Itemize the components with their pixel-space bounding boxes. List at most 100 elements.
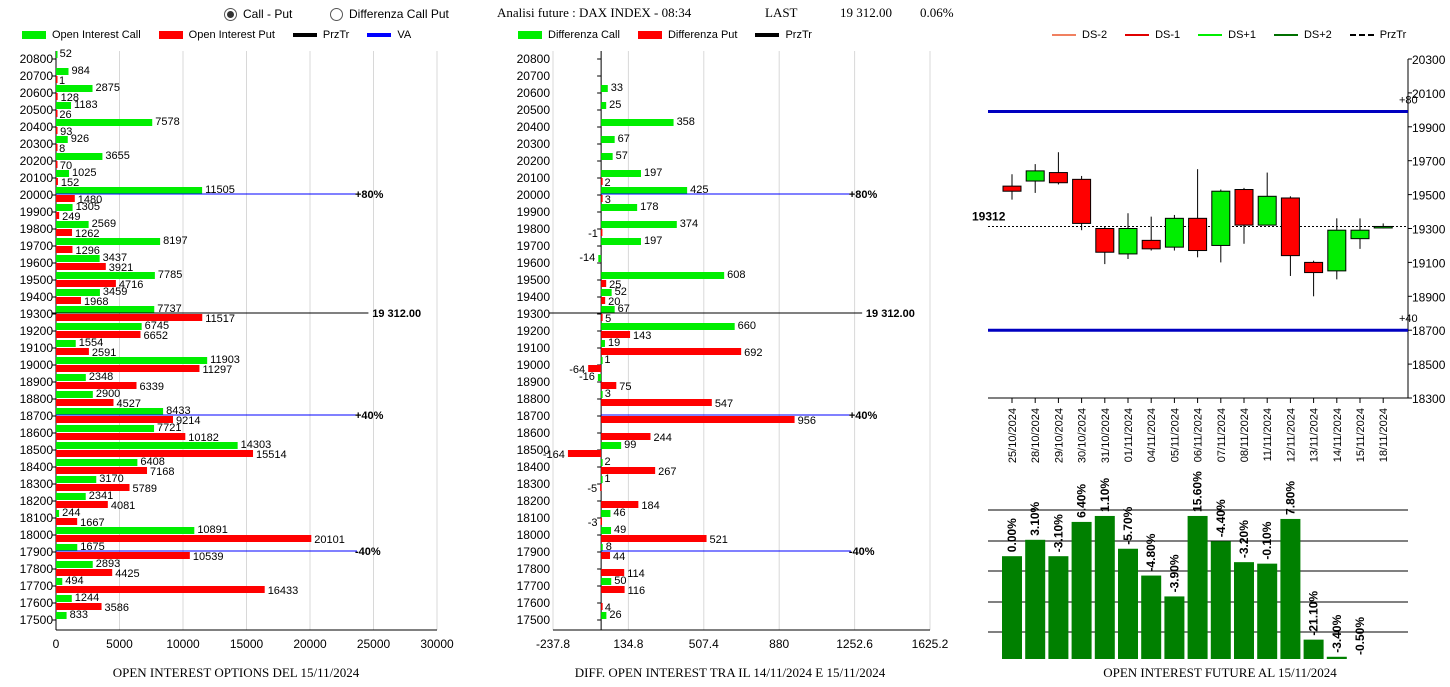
put-value-label: 25: [609, 279, 621, 291]
put-bar: [600, 518, 603, 525]
candle-body: [1373, 225, 1393, 229]
date-label: 30/10/2024: [1077, 408, 1089, 463]
strike-label: 17900: [517, 545, 551, 559]
put-bar: [56, 569, 113, 576]
strike-label: 18700: [20, 409, 54, 423]
put-bar: [56, 433, 186, 440]
call-bar: [601, 102, 607, 109]
strike-label: 17800: [20, 562, 54, 576]
put-value-label: 4081: [111, 500, 135, 512]
put-value-label: 956: [798, 415, 816, 427]
put-bar: [56, 331, 141, 338]
call-value-label: 2900: [96, 388, 120, 400]
put-bar: [601, 314, 603, 321]
strike-label: 17700: [20, 579, 54, 593]
legend-swatch: [518, 31, 542, 39]
candle-body: [1095, 228, 1115, 253]
put-bar: [56, 93, 58, 100]
candle-body: [1164, 217, 1184, 248]
legend-label: DS-1: [1155, 29, 1181, 41]
call-value-label: 2569: [92, 218, 116, 230]
strike-label: 19700: [517, 239, 551, 253]
call-value-label: 7785: [158, 269, 182, 281]
y-tick-label: 19700: [1412, 155, 1446, 169]
call-value-label: 14303: [241, 439, 272, 451]
call-value-label: 425: [690, 184, 708, 196]
strike-label: 20000: [20, 188, 54, 202]
oi-value-label: -0.50%: [1353, 617, 1367, 655]
x-tick-label: 880: [769, 637, 789, 651]
put-bar: [56, 348, 89, 355]
va-line-label: +80%: [355, 189, 384, 201]
strike-label: 20000: [517, 188, 551, 202]
strike-label: 17500: [20, 613, 54, 627]
legend-label: Differenza Call: [548, 29, 620, 41]
strike-label: 19400: [517, 290, 551, 304]
put-value-label: 20101: [314, 534, 345, 546]
legend-item: Differenza Call: [518, 29, 620, 41]
strike-label: 19200: [20, 324, 54, 338]
call-value-label: 7737: [157, 303, 181, 315]
last-pct: 0.06%: [920, 5, 954, 20]
put-value-label: 1968: [84, 296, 108, 308]
put-bar: [56, 76, 58, 83]
put-bar: [56, 501, 108, 508]
radio-call-put[interactable]: Call - Put: [224, 7, 292, 21]
call-bar: [601, 510, 611, 517]
put-value-label: 10182: [188, 432, 219, 444]
strike-label: 20100: [517, 171, 551, 185]
call-value-label: 2: [605, 456, 611, 468]
x-tick-label: 25000: [357, 637, 391, 651]
call-bar: [601, 459, 603, 466]
oi-value-label: 7.80%: [1283, 481, 1297, 515]
legend-item: PrzTr: [292, 29, 349, 41]
call-bar: [56, 510, 60, 517]
put-value-label: 4716: [119, 279, 143, 291]
radio-differenza[interactable]: Differenza Call Put: [330, 7, 449, 21]
strike-label: 18400: [20, 460, 54, 474]
strike-label: 20300: [517, 137, 551, 151]
put-value-label: 1262: [75, 228, 99, 240]
oi-bar: [1094, 515, 1115, 659]
strike-label: 19200: [517, 324, 551, 338]
call-value-label: 52: [615, 286, 627, 298]
call-value-label: 1554: [79, 337, 103, 349]
call-bar: [601, 221, 677, 228]
call-bar: [598, 255, 602, 262]
strike-label: 18300: [20, 477, 54, 491]
band-line-label: +40: [1399, 313, 1418, 325]
candle-body: [1257, 195, 1277, 226]
call-value-label: 926: [71, 133, 89, 145]
call-value-label: 2875: [96, 82, 120, 94]
call-bar: [56, 527, 195, 534]
call-value-label: 52: [60, 48, 72, 60]
call-value-label: 49: [614, 524, 626, 536]
put-value-label: -3: [588, 517, 598, 529]
candle-body: [1350, 229, 1370, 240]
put-bar: [56, 365, 200, 372]
strike-label: 19300: [517, 307, 551, 321]
strike-label: 20700: [20, 69, 54, 83]
put-bar: [56, 450, 254, 457]
oi-bar: [1141, 575, 1162, 659]
call-bar: [56, 51, 58, 58]
date-label: 31/10/2024: [1100, 408, 1112, 463]
call-bar: [56, 119, 153, 126]
put-value-label: 5: [605, 313, 611, 325]
legend-swatch: [367, 33, 392, 37]
y-tick-label: 18900: [1412, 290, 1446, 304]
put-value-label: -1: [588, 228, 598, 240]
strike-label: 20200: [517, 154, 551, 168]
put-bar: [56, 314, 203, 321]
legend-swatch: [158, 31, 183, 39]
put-value-label: -164: [543, 449, 565, 461]
put-bar: [56, 246, 73, 253]
call-value-label: 178: [640, 201, 658, 213]
oi-value-label: -3.10%: [1051, 514, 1065, 552]
call-value-label: 50: [614, 575, 626, 587]
put-value-label: 93: [60, 126, 72, 138]
y-tick-label: 19900: [1412, 121, 1446, 135]
put-bar: [56, 229, 73, 236]
put-bar: [56, 399, 114, 406]
call-value-label: 8: [606, 541, 612, 553]
